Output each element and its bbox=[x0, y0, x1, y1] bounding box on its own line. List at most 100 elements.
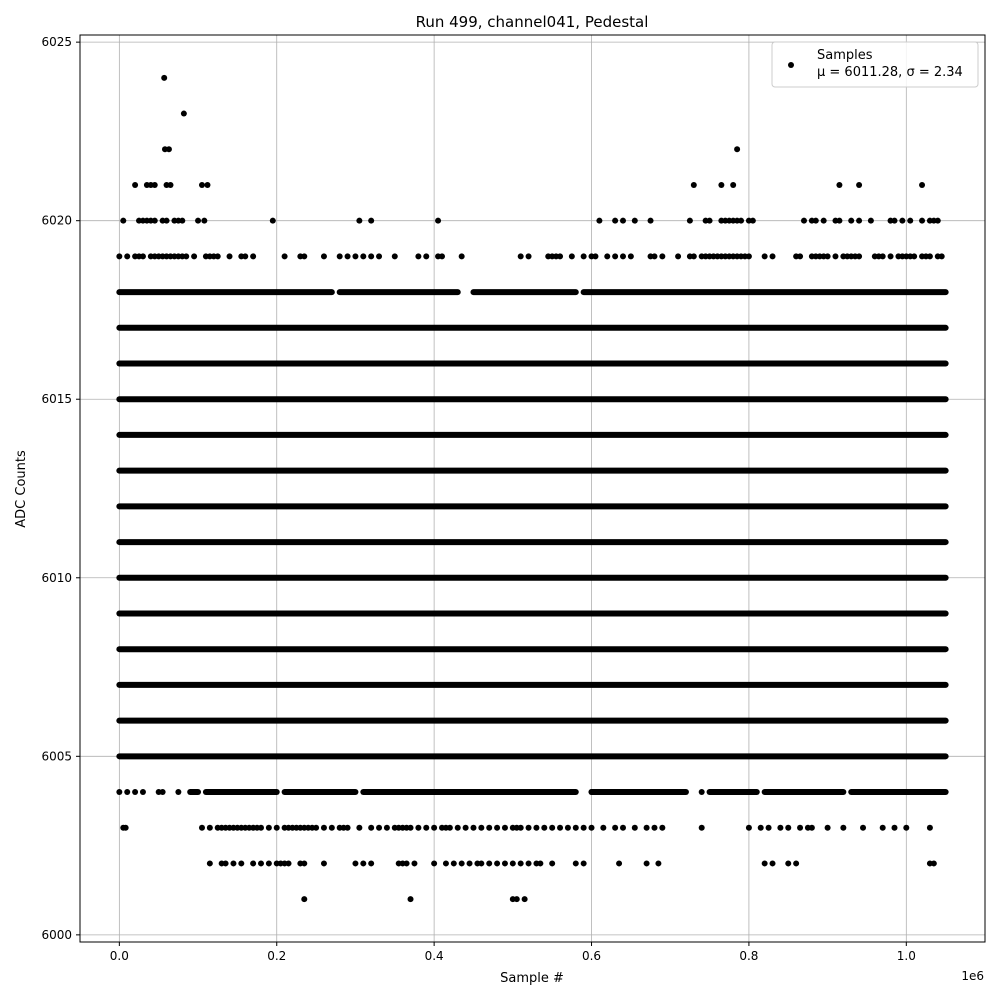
data-point bbox=[549, 824, 556, 831]
data-point bbox=[706, 217, 713, 224]
data-point bbox=[439, 253, 445, 260]
data-point bbox=[501, 860, 508, 867]
data-point bbox=[258, 824, 264, 831]
data-point bbox=[808, 824, 815, 831]
x-tick-label: 0.2 bbox=[267, 949, 286, 963]
data-point bbox=[320, 860, 327, 867]
data-point bbox=[250, 253, 257, 260]
data-point bbox=[797, 253, 804, 260]
data-point bbox=[856, 181, 863, 188]
data-point bbox=[899, 217, 906, 224]
data-point bbox=[620, 824, 626, 831]
data-point bbox=[718, 181, 725, 188]
data-point bbox=[860, 824, 867, 831]
data-point bbox=[631, 824, 638, 831]
x-tick-label: 0.8 bbox=[739, 949, 758, 963]
data-point bbox=[478, 860, 485, 867]
data-point bbox=[919, 217, 926, 224]
data-point bbox=[501, 824, 508, 831]
data-point bbox=[383, 824, 390, 831]
data-point bbox=[206, 824, 213, 831]
data-point bbox=[161, 74, 168, 81]
data-point bbox=[132, 789, 139, 796]
x-axis-offset-text: 1e6 bbox=[961, 969, 984, 983]
x-axis: 0.0 0.2 0.4 0.6 0.8 1.0 bbox=[110, 942, 916, 963]
data-point bbox=[368, 217, 375, 224]
data-point bbox=[824, 824, 831, 831]
data-point bbox=[415, 824, 422, 831]
data-point bbox=[509, 860, 516, 867]
data-point bbox=[356, 824, 363, 831]
data-point bbox=[600, 824, 607, 831]
data-point bbox=[423, 824, 430, 831]
data-point bbox=[301, 896, 308, 903]
data-point bbox=[258, 860, 264, 867]
data-point bbox=[183, 253, 190, 260]
data-point bbox=[411, 860, 418, 867]
data-point bbox=[749, 217, 756, 224]
data-point bbox=[265, 824, 272, 831]
data-point bbox=[368, 253, 375, 260]
data-point bbox=[124, 789, 131, 796]
data-point bbox=[151, 217, 158, 224]
data-point bbox=[690, 253, 697, 260]
data-point bbox=[454, 824, 461, 831]
data-point bbox=[328, 824, 335, 831]
data-point bbox=[541, 824, 548, 831]
data-point bbox=[557, 253, 564, 260]
data-point bbox=[655, 860, 662, 867]
data-point bbox=[549, 860, 556, 867]
data-point bbox=[458, 253, 465, 260]
data-point bbox=[201, 217, 208, 224]
data-point bbox=[533, 824, 540, 831]
data-point bbox=[191, 789, 198, 796]
data-point bbox=[273, 824, 280, 831]
data-point bbox=[180, 110, 187, 117]
data-point bbox=[517, 824, 524, 831]
data-point bbox=[521, 896, 528, 903]
data-point bbox=[938, 253, 945, 260]
data-point bbox=[612, 253, 619, 260]
data-point bbox=[391, 253, 398, 260]
data-point bbox=[836, 217, 843, 224]
data-point bbox=[588, 789, 595, 796]
data-point bbox=[891, 824, 898, 831]
data-point bbox=[580, 860, 587, 867]
data-point bbox=[179, 217, 186, 224]
data-point bbox=[820, 217, 827, 224]
data-point bbox=[470, 824, 477, 831]
data-point bbox=[568, 253, 575, 260]
data-point bbox=[926, 824, 933, 831]
data-point bbox=[919, 181, 926, 188]
data-point bbox=[466, 860, 473, 867]
data-point bbox=[659, 824, 666, 831]
data-points bbox=[116, 74, 949, 903]
data-point bbox=[812, 217, 819, 224]
data-point bbox=[435, 217, 442, 224]
data-point bbox=[612, 217, 619, 224]
data-point bbox=[620, 217, 626, 224]
data-point bbox=[139, 789, 146, 796]
data-point bbox=[572, 824, 579, 831]
y-axis: 6000 6005 6010 6015 6020 6025 bbox=[41, 35, 80, 942]
data-point bbox=[934, 217, 941, 224]
data-point bbox=[517, 253, 524, 260]
data-point bbox=[612, 824, 619, 831]
data-point bbox=[592, 253, 599, 260]
data-point bbox=[580, 253, 587, 260]
data-point bbox=[403, 860, 410, 867]
data-point bbox=[494, 860, 501, 867]
data-point bbox=[745, 824, 752, 831]
data-point bbox=[167, 181, 174, 188]
data-point bbox=[423, 253, 430, 260]
data-point bbox=[879, 824, 886, 831]
data-point bbox=[450, 860, 457, 867]
data-point bbox=[765, 824, 772, 831]
data-point bbox=[832, 253, 839, 260]
data-point bbox=[785, 860, 792, 867]
data-point bbox=[580, 824, 587, 831]
data-point bbox=[785, 824, 792, 831]
data-point bbox=[572, 860, 579, 867]
data-point bbox=[478, 824, 485, 831]
